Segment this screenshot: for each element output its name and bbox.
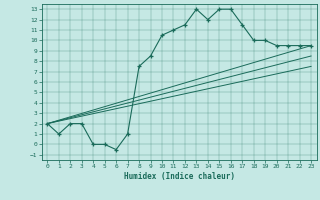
- X-axis label: Humidex (Indice chaleur): Humidex (Indice chaleur): [124, 172, 235, 181]
